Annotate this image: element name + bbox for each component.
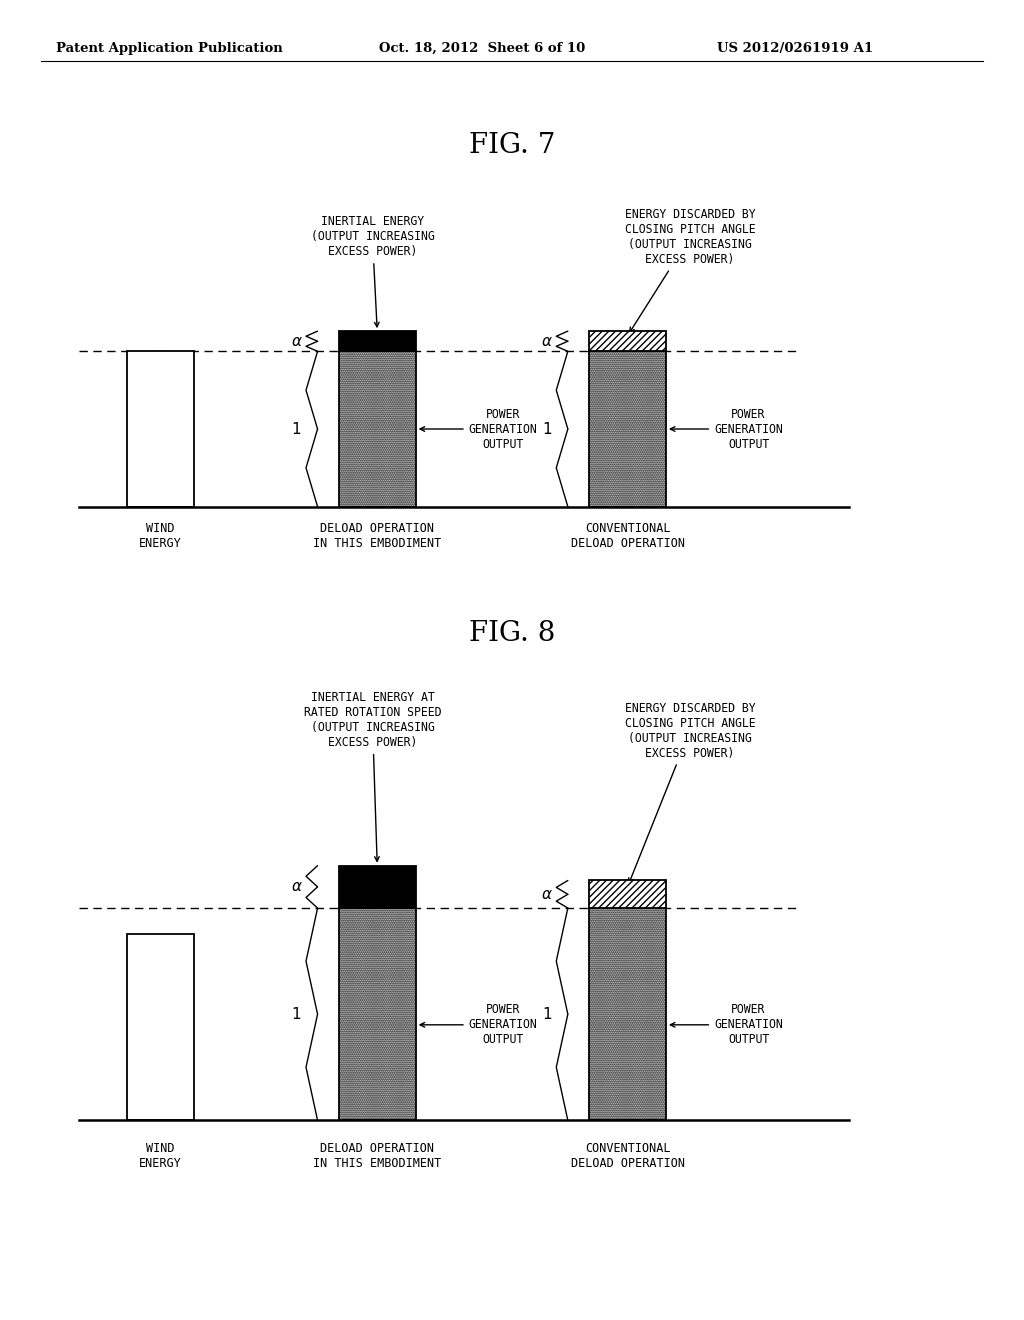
Text: US 2012/0261919 A1: US 2012/0261919 A1 xyxy=(717,42,872,55)
Text: 1: 1 xyxy=(292,421,301,437)
Text: α: α xyxy=(292,334,301,348)
Bar xyxy=(339,351,416,507)
Text: POWER
GENERATION
OUTPUT: POWER GENERATION OUTPUT xyxy=(671,1003,783,1047)
Text: ENERGY DISCARDED BY
CLOSING PITCH ANGLE
(OUTPUT INCREASING
EXCESS POWER): ENERGY DISCARDED BY CLOSING PITCH ANGLE … xyxy=(625,209,756,333)
Text: Patent Application Publication: Patent Application Publication xyxy=(56,42,283,55)
Text: 1: 1 xyxy=(542,421,552,437)
Text: FIG. 7: FIG. 7 xyxy=(469,132,555,158)
Text: α: α xyxy=(292,879,301,895)
Text: ENERGY DISCARDED BY
CLOSING PITCH ANGLE
(OUTPUT INCREASING
EXCESS POWER): ENERGY DISCARDED BY CLOSING PITCH ANGLE … xyxy=(625,701,756,883)
Text: DELOAD OPERATION
IN THIS EMBODIMENT: DELOAD OPERATION IN THIS EMBODIMENT xyxy=(313,1142,441,1170)
Text: α: α xyxy=(542,334,552,348)
Bar xyxy=(589,331,666,351)
Bar xyxy=(127,351,195,507)
Text: POWER
GENERATION
OUTPUT: POWER GENERATION OUTPUT xyxy=(420,1003,538,1047)
Bar xyxy=(589,880,666,908)
Text: DELOAD OPERATION
IN THIS EMBODIMENT: DELOAD OPERATION IN THIS EMBODIMENT xyxy=(313,523,441,550)
Bar xyxy=(339,866,416,908)
Bar xyxy=(589,351,666,507)
Text: INERTIAL ENERGY
(OUTPUT INCREASING
EXCESS POWER): INERTIAL ENERGY (OUTPUT INCREASING EXCES… xyxy=(310,215,434,327)
Bar xyxy=(339,331,416,351)
Text: 1: 1 xyxy=(542,1007,552,1022)
Text: Oct. 18, 2012  Sheet 6 of 10: Oct. 18, 2012 Sheet 6 of 10 xyxy=(379,42,585,55)
Text: 1: 1 xyxy=(292,1007,301,1022)
Text: INERTIAL ENERGY AT
RATED ROTATION SPEED
(OUTPUT INCREASING
EXCESS POWER): INERTIAL ENERGY AT RATED ROTATION SPEED … xyxy=(304,690,441,862)
Text: CONVENTIONAL
DELOAD OPERATION: CONVENTIONAL DELOAD OPERATION xyxy=(570,1142,684,1170)
Text: POWER
GENERATION
OUTPUT: POWER GENERATION OUTPUT xyxy=(420,408,538,450)
Text: POWER
GENERATION
OUTPUT: POWER GENERATION OUTPUT xyxy=(671,408,783,450)
Bar xyxy=(127,933,195,1121)
Bar xyxy=(339,908,416,1121)
Text: WIND
ENERGY: WIND ENERGY xyxy=(139,523,182,550)
Text: α: α xyxy=(542,887,552,902)
Text: WIND
ENERGY: WIND ENERGY xyxy=(139,1142,182,1170)
Text: CONVENTIONAL
DELOAD OPERATION: CONVENTIONAL DELOAD OPERATION xyxy=(570,523,684,550)
Text: FIG. 8: FIG. 8 xyxy=(469,620,555,647)
Bar xyxy=(589,908,666,1121)
